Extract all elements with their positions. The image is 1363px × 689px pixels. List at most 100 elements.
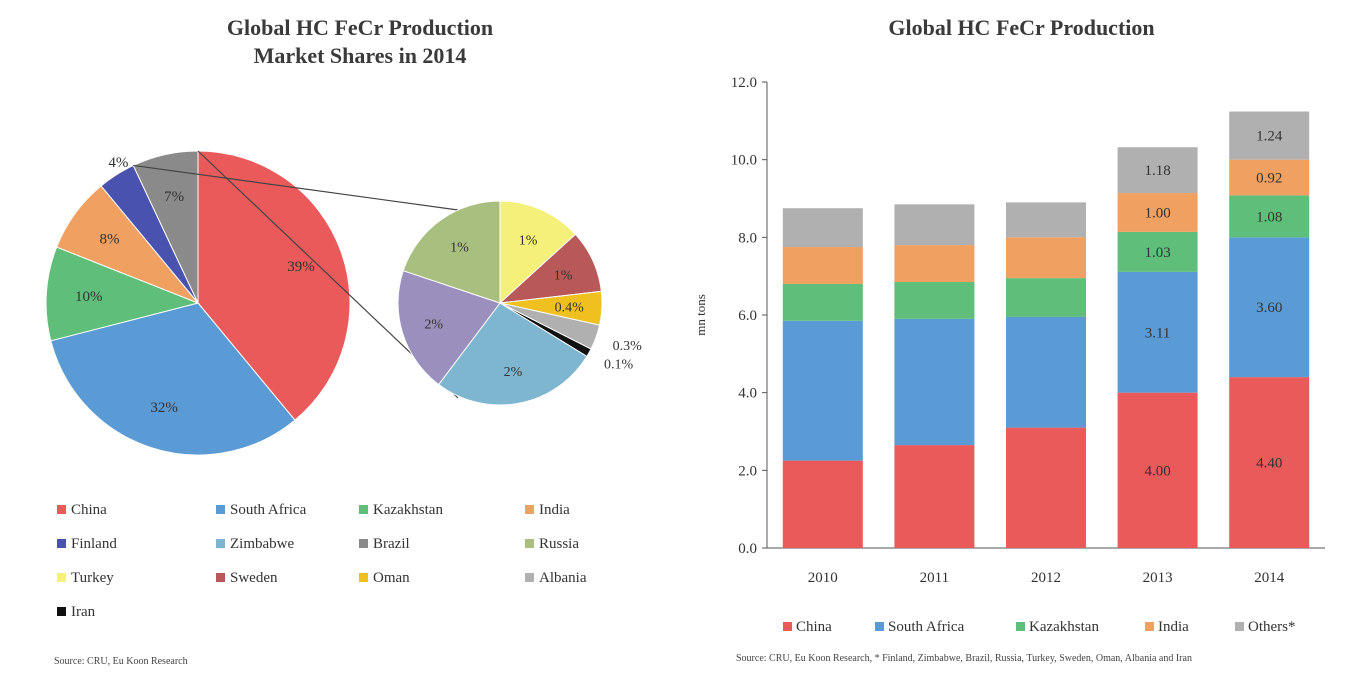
- pie-legend-label-russia: Russia: [539, 536, 579, 552]
- bar-legend-label-china: China: [796, 619, 832, 635]
- pie-legend-swatch-iran: [57, 607, 66, 616]
- pie-legend-label-finland: Finland: [71, 536, 117, 552]
- pie-legend-label-sweden: Sweden: [230, 570, 278, 586]
- y-axis-label: mn tons: [693, 294, 708, 336]
- bar-india-2014: [1229, 159, 1310, 196]
- bar-legend-swatch-others: [1235, 622, 1244, 631]
- y-tick-label: 4.0: [738, 386, 757, 402]
- breakout-label-zimbabwe: 2%: [504, 365, 523, 380]
- bar-legend-swatch-china: [783, 622, 792, 631]
- pie-legend-label-iran: Iran: [71, 604, 96, 620]
- bar-kazakhstan-2011: [894, 281, 975, 319]
- bar-kazakhstan-2014: [1229, 195, 1310, 238]
- breakout-slice-zimbabwe: [437, 302, 588, 406]
- y-tick-label: 6.0: [738, 308, 757, 324]
- pie-label-india: 8%: [99, 232, 119, 248]
- pie-label-finland: 4%: [108, 155, 128, 171]
- pie-legend-swatch-finland: [57, 539, 66, 548]
- y-tick-label: 8.0: [738, 230, 757, 246]
- bar-china-2013: [1117, 392, 1198, 548]
- y-tick-label: 10.0: [731, 153, 757, 169]
- bar-legend-swatch-india: [1145, 622, 1154, 631]
- pie-legend-label-china: China: [71, 502, 107, 518]
- pie-chart-title-line1: Global HC FeCr Production: [226, 15, 494, 40]
- pie-slice-china: [197, 150, 351, 421]
- bar-kazakhstan-2010: [782, 283, 863, 321]
- bar-india-2013: [1117, 193, 1198, 232]
- pie-legend-label-brazil: Brazil: [373, 536, 410, 552]
- bar-kazakhstan-2013: [1117, 231, 1198, 272]
- pie-chart-source: Source: CRU, Eu Koon Research: [54, 656, 188, 667]
- pie-legend-swatch-india: [525, 505, 534, 514]
- bar-legend-swatch-kazakhstan: [1016, 622, 1025, 631]
- y-tick-label: 0.0: [738, 541, 757, 557]
- breakout-label-russia: 1%: [450, 241, 469, 256]
- bar-value-label: 4.40: [1256, 456, 1282, 472]
- pie-slice-south-africa: [50, 302, 296, 456]
- pie-legend-swatch-albania: [525, 573, 534, 582]
- bar-value-label: 1.00: [1144, 205, 1170, 221]
- bar-value-label: 3.11: [1145, 325, 1171, 341]
- bar-legend-swatch-south-africa: [875, 622, 884, 631]
- pie-legend-swatch-turkey: [57, 573, 66, 582]
- breakout-slice-russia: [402, 200, 501, 304]
- bar-chart-title: Global HC FeCr Production: [888, 15, 1155, 40]
- bar-others-2012: [1006, 202, 1086, 238]
- pie-legend-label-turkey: Turkey: [71, 570, 114, 586]
- bar-china-2014: [1229, 377, 1310, 548]
- bar-value-label: 1.03: [1144, 245, 1170, 261]
- pie-legend-label-albania: Albania: [539, 570, 587, 586]
- bar-others-2011: [894, 204, 975, 246]
- bar-china-2012: [1006, 427, 1086, 548]
- pie-legend-swatch-russia: [525, 539, 534, 548]
- pie-label-china: 39%: [287, 259, 315, 275]
- bar-legend-label-south-africa: South Africa: [888, 619, 965, 635]
- pie-legend-swatch-china: [57, 505, 66, 514]
- bar-chart-source: Source: CRU, Eu Koon Research, * Finland…: [736, 653, 1192, 664]
- pie-legend-label-south-africa: South Africa: [230, 502, 307, 518]
- bar-others-2014: [1229, 111, 1310, 160]
- bar-value-label: 1.08: [1256, 209, 1282, 225]
- x-tick-label-2013: 2013: [1143, 570, 1173, 586]
- pie-legend-swatch-sweden: [216, 573, 225, 582]
- pie-legend-swatch-brazil: [359, 539, 368, 548]
- bar-others-2010: [782, 208, 863, 248]
- breakout-label-iran: 0.1%: [604, 358, 634, 373]
- bar-south-africa-2011: [894, 318, 975, 446]
- bar-chart-panel: Global HC FeCr Production 0.0 2.0 4.0 6.0 8.…: [680, 0, 1363, 689]
- bar-south-africa-2013: [1117, 271, 1198, 393]
- breakout-label-albania: 0.3%: [613, 339, 643, 354]
- bar-value-label: 1.18: [1144, 163, 1170, 179]
- breakout-label-oman: 0.4%: [555, 301, 585, 316]
- bar-value-label: 0.92: [1256, 171, 1282, 187]
- bar-value-label: 4.00: [1144, 463, 1170, 479]
- x-tick-label-2012: 2012: [1031, 570, 1061, 586]
- pie-legend-label-zimbabwe: Zimbabwe: [230, 536, 294, 552]
- bar-south-africa-2010: [782, 320, 863, 461]
- pie-chart-title: Global HC FeCr Production Market Shares …: [0, 14, 720, 70]
- pie-label-others: 7%: [164, 189, 184, 205]
- bar-others-2013: [1117, 147, 1198, 194]
- pie-legend-label-oman: Oman: [373, 570, 410, 586]
- pie-legend-label-india: India: [539, 502, 570, 518]
- bar-value-label: 3.60: [1256, 300, 1282, 316]
- bar-value-label: 1.24: [1256, 129, 1283, 145]
- breakout-label-sweden: 1%: [554, 268, 573, 283]
- pie-legend-swatch-oman: [359, 573, 368, 582]
- pie-legend-label-kazakhstan: Kazakhstan: [373, 502, 443, 518]
- pie-slice-kazakhstan: [45, 246, 200, 342]
- breakout-slice-turkey: [499, 200, 577, 305]
- y-tick-label: 2.0: [738, 463, 757, 479]
- breakout-slice-brazil: [397, 270, 501, 386]
- pie-label-kazakhstan: 10%: [75, 289, 103, 305]
- bar-legend-label-kazakhstan: Kazakhstan: [1029, 619, 1099, 635]
- pie-legend-swatch-south-africa: [216, 505, 225, 514]
- bar-legend-label-india: India: [1158, 619, 1189, 635]
- bar-kazakhstan-2012: [1006, 278, 1086, 317]
- bar-chart: 0.0 2.0 4.0 6.0 8.0 10.0 12.0 mn tons 2010 2011 20…: [693, 75, 1325, 635]
- breakout-label-brazil: 2%: [424, 318, 443, 333]
- bar-china-2010: [782, 460, 863, 548]
- pie-legend-swatch-zimbabwe: [216, 539, 225, 548]
- pie-chart-panel: Global HC FeCr Production Market Shares …: [0, 0, 680, 689]
- x-tick-label-2010: 2010: [808, 570, 838, 586]
